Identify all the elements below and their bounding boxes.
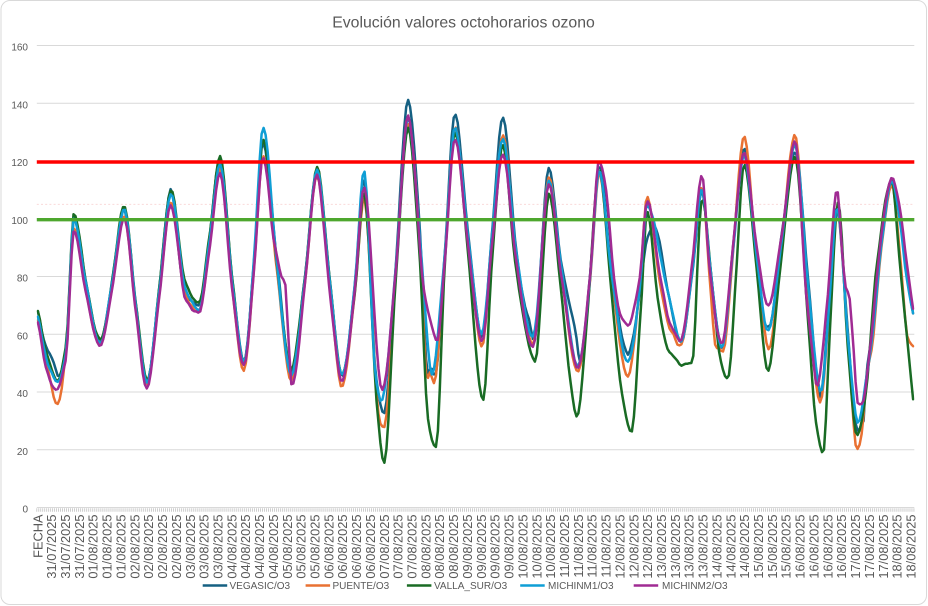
svg-text:02/08/2025: 02/08/2025 <box>141 515 156 579</box>
svg-text:VEGASIC/O3: VEGASIC/O3 <box>230 581 291 592</box>
svg-text:02/08/2025: 02/08/2025 <box>169 515 184 579</box>
svg-text:15/08/2025: 15/08/2025 <box>765 515 780 579</box>
svg-text:15/08/2025: 15/08/2025 <box>751 515 766 579</box>
svg-text:20: 20 <box>17 447 29 458</box>
svg-text:MICHINM1/O3: MICHINM1/O3 <box>548 581 614 592</box>
svg-text:15/08/2025: 15/08/2025 <box>779 515 794 579</box>
svg-text:01/08/2025: 01/08/2025 <box>86 515 101 579</box>
svg-text:05/08/2025: 05/08/2025 <box>294 515 309 579</box>
svg-text:16/08/2025: 16/08/2025 <box>820 515 835 579</box>
svg-text:03/08/2025: 03/08/2025 <box>197 515 212 579</box>
svg-text:60: 60 <box>17 331 29 342</box>
svg-text:09/08/2025: 09/08/2025 <box>488 515 503 579</box>
svg-text:02/08/2025: 02/08/2025 <box>155 515 170 579</box>
svg-text:13/08/2025: 13/08/2025 <box>668 515 683 579</box>
svg-text:06/08/2025: 06/08/2025 <box>363 515 378 579</box>
svg-text:18/08/2025: 18/08/2025 <box>903 515 918 579</box>
svg-text:14/08/2025: 14/08/2025 <box>723 515 738 579</box>
svg-text:13/08/2025: 13/08/2025 <box>654 515 669 579</box>
svg-text:80: 80 <box>17 274 29 285</box>
svg-text:09/08/2025: 09/08/2025 <box>474 515 489 579</box>
svg-text:31/07/2025: 31/07/2025 <box>44 515 59 579</box>
svg-text:14/08/2025: 14/08/2025 <box>709 515 724 579</box>
svg-text:10/08/2025: 10/08/2025 <box>515 515 530 579</box>
svg-text:04/08/2025: 04/08/2025 <box>224 515 239 579</box>
svg-text:12/08/2025: 12/08/2025 <box>640 515 655 579</box>
svg-text:06/08/2025: 06/08/2025 <box>321 515 336 579</box>
svg-text:12/08/2025: 12/08/2025 <box>612 515 627 579</box>
svg-text:09/08/2025: 09/08/2025 <box>460 515 475 579</box>
svg-text:0: 0 <box>22 505 28 516</box>
svg-text:07/08/2025: 07/08/2025 <box>405 515 420 579</box>
svg-text:40: 40 <box>17 389 29 400</box>
svg-text:31/07/2025: 31/07/2025 <box>72 515 87 579</box>
svg-text:16/08/2025: 16/08/2025 <box>834 515 849 579</box>
svg-text:04/08/2025: 04/08/2025 <box>252 515 267 579</box>
svg-text:VALLA_SUR/O3: VALLA_SUR/O3 <box>434 581 508 592</box>
svg-text:08/08/2025: 08/08/2025 <box>446 515 461 579</box>
svg-text:08/08/2025: 08/08/2025 <box>432 515 447 579</box>
svg-text:PUENTE/O3: PUENTE/O3 <box>333 581 390 592</box>
svg-text:13/08/2025: 13/08/2025 <box>696 515 711 579</box>
svg-text:120: 120 <box>11 158 28 169</box>
svg-text:07/08/2025: 07/08/2025 <box>391 515 406 579</box>
svg-text:03/08/2025: 03/08/2025 <box>183 515 198 579</box>
svg-text:06/08/2025: 06/08/2025 <box>349 515 364 579</box>
svg-text:Evolución valores octohorarios: Evolución valores octohorarios ozono <box>332 15 595 32</box>
svg-text:04/08/2025: 04/08/2025 <box>238 515 253 579</box>
svg-text:07/08/2025: 07/08/2025 <box>377 515 392 579</box>
svg-text:13/08/2025: 13/08/2025 <box>682 515 697 579</box>
svg-text:02/08/2025: 02/08/2025 <box>127 515 142 579</box>
svg-text:10/08/2025: 10/08/2025 <box>529 515 544 579</box>
svg-text:05/08/2025: 05/08/2025 <box>280 515 295 579</box>
svg-text:08/08/2025: 08/08/2025 <box>418 515 433 579</box>
svg-text:04/08/2025: 04/08/2025 <box>266 515 281 579</box>
svg-text:11/08/2025: 11/08/2025 <box>599 515 614 578</box>
svg-text:10/08/2025: 10/08/2025 <box>543 515 558 579</box>
svg-text:17/08/2025: 17/08/2025 <box>848 515 863 579</box>
svg-text:16/08/2025: 16/08/2025 <box>793 515 808 579</box>
svg-text:01/08/2025: 01/08/2025 <box>113 515 128 579</box>
svg-text:05/08/2025: 05/08/2025 <box>307 515 322 579</box>
svg-text:17/08/2025: 17/08/2025 <box>876 515 891 579</box>
svg-text:11/08/2025: 11/08/2025 <box>585 515 600 578</box>
svg-text:06/08/2025: 06/08/2025 <box>335 515 350 579</box>
svg-text:11/08/2025: 11/08/2025 <box>557 515 572 578</box>
svg-text:14/08/2025: 14/08/2025 <box>737 515 752 579</box>
svg-text:MICHINM2/O3: MICHINM2/O3 <box>662 581 728 592</box>
svg-text:11/08/2025: 11/08/2025 <box>571 515 586 578</box>
svg-text:01/08/2025: 01/08/2025 <box>100 515 115 579</box>
svg-text:16/08/2025: 16/08/2025 <box>806 515 821 579</box>
svg-text:09/08/2025: 09/08/2025 <box>502 515 517 579</box>
svg-text:100: 100 <box>11 216 28 227</box>
svg-text:140: 140 <box>11 100 28 111</box>
svg-text:FECHA: FECHA <box>30 514 45 558</box>
svg-text:03/08/2025: 03/08/2025 <box>210 515 225 579</box>
svg-text:160: 160 <box>11 43 28 54</box>
svg-text:17/08/2025: 17/08/2025 <box>862 515 877 579</box>
svg-text:12/08/2025: 12/08/2025 <box>626 515 641 579</box>
svg-text:18/08/2025: 18/08/2025 <box>890 515 905 579</box>
svg-text:31/07/2025: 31/07/2025 <box>58 515 73 579</box>
